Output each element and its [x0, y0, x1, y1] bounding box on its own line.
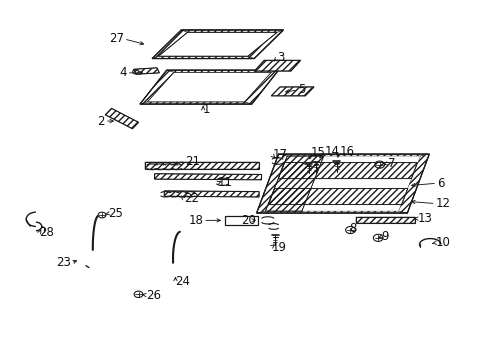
Text: 8: 8: [348, 222, 356, 235]
Text: 16: 16: [339, 145, 354, 158]
Text: 5: 5: [297, 84, 305, 96]
Text: 2: 2: [97, 114, 105, 127]
Text: 13: 13: [417, 212, 431, 225]
Text: 23: 23: [56, 256, 71, 269]
Text: 1: 1: [203, 103, 210, 116]
Text: 26: 26: [146, 288, 161, 302]
PathPatch shape: [158, 32, 277, 56]
Text: 25: 25: [108, 207, 123, 220]
Text: 19: 19: [271, 240, 285, 254]
Text: 9: 9: [381, 230, 388, 243]
Text: 11: 11: [217, 176, 232, 189]
Text: 17: 17: [272, 148, 286, 162]
Text: 24: 24: [175, 275, 190, 288]
PathPatch shape: [254, 60, 300, 71]
Text: 28: 28: [39, 226, 54, 239]
Bar: [224, 216, 258, 225]
Text: 7: 7: [387, 157, 395, 170]
Text: 18: 18: [188, 214, 203, 227]
PathPatch shape: [152, 30, 283, 59]
Text: 20: 20: [241, 214, 256, 227]
Text: 14: 14: [324, 145, 339, 158]
PathPatch shape: [133, 68, 159, 74]
PathPatch shape: [256, 154, 428, 213]
Text: 15: 15: [310, 146, 325, 159]
Text: 3: 3: [277, 51, 285, 64]
PathPatch shape: [271, 87, 313, 96]
Text: 10: 10: [435, 237, 449, 249]
Text: 4: 4: [119, 66, 126, 79]
PathPatch shape: [140, 70, 278, 104]
PathPatch shape: [105, 108, 138, 129]
Text: 12: 12: [435, 197, 449, 210]
Text: 21: 21: [185, 154, 200, 167]
Text: 6: 6: [436, 177, 444, 190]
Text: 27: 27: [109, 32, 123, 45]
Text: 22: 22: [183, 192, 198, 205]
